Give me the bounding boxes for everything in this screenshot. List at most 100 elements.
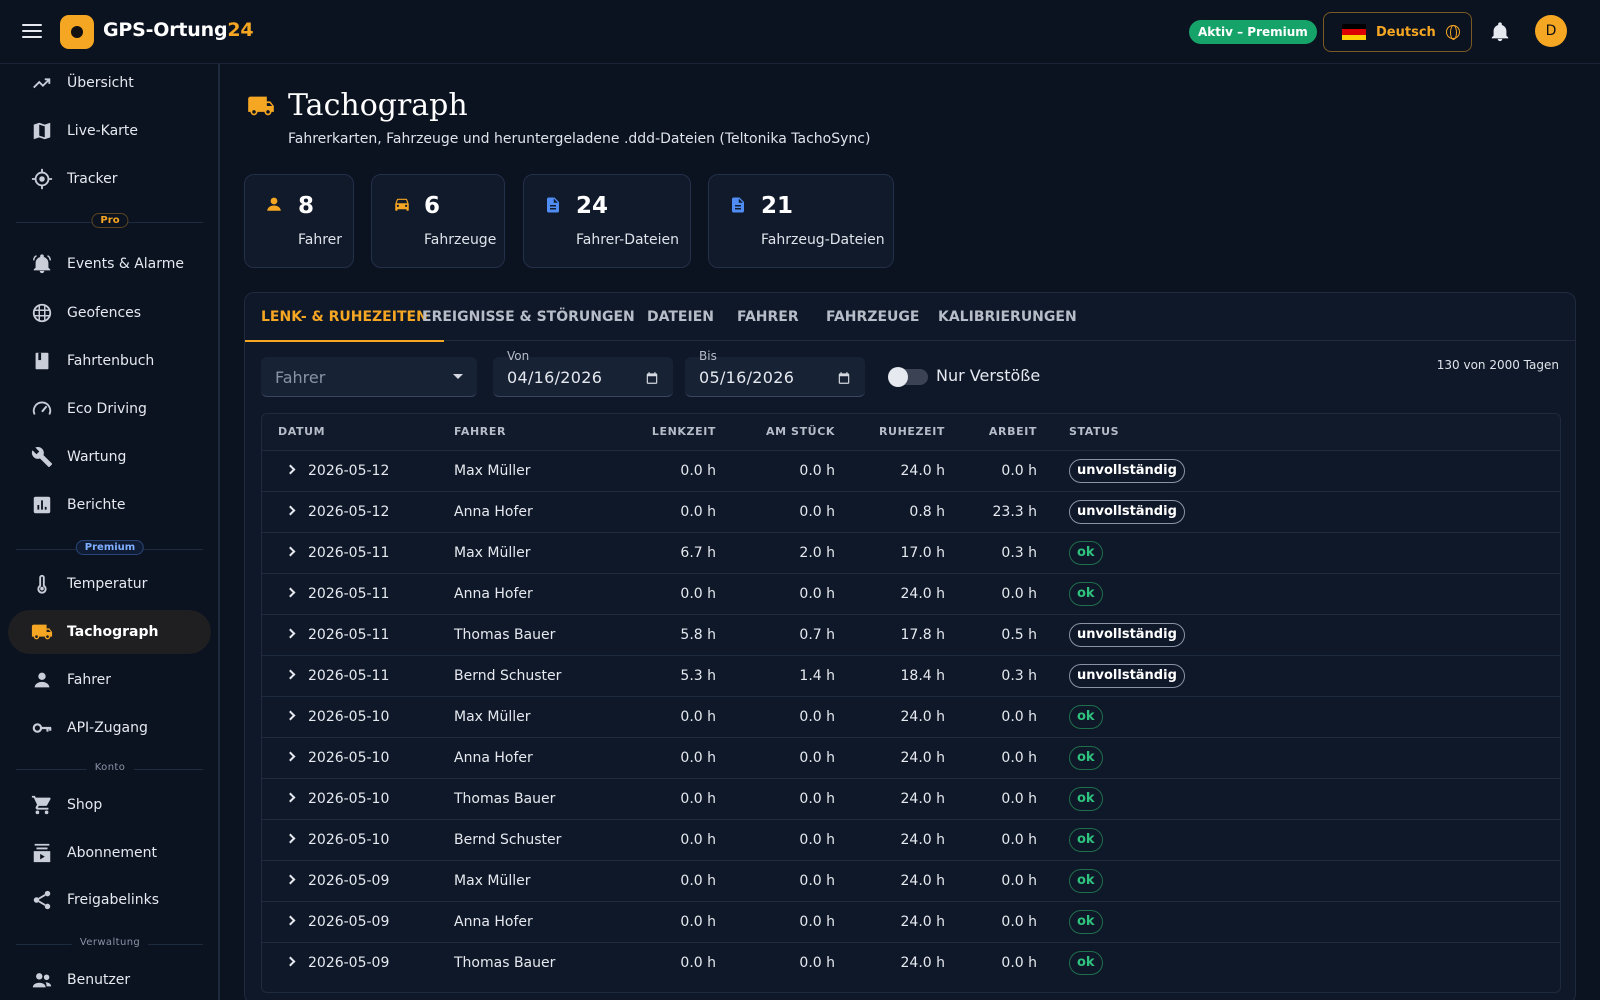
cell-am-stueck: 0.0 h	[716, 859, 835, 901]
stat-card-fahrer-dateien[interactable]: 24 Fahrer-Dateien	[523, 174, 691, 268]
menu-icon[interactable]	[20, 20, 44, 44]
sidebar-item-live-karte[interactable]: Live-Karte	[8, 109, 211, 153]
chevron-right-icon[interactable]	[285, 546, 296, 557]
cell-am-stueck: 0.0 h	[716, 818, 835, 860]
tab-lenk-ruhezeiten[interactable]: LENK- & RUHEZEITEN	[245, 293, 444, 342]
sidebar-item-tracker[interactable]: Tracker	[8, 157, 211, 201]
sidebar-item-fahrtenbuch[interactable]: Fahrtenbuch	[8, 339, 211, 383]
chevron-right-icon[interactable]	[285, 587, 296, 598]
table-row[interactable]: 2026-05-10 Thomas Bauer 0.0 h 0.0 h 24.0 h 0.…	[262, 777, 1560, 819]
stat-value: 6	[424, 193, 441, 219]
truck-icon	[31, 621, 53, 643]
stat-label: Fahrer-Dateien	[576, 232, 680, 248]
german-flag-icon	[1342, 24, 1366, 40]
status-badge: unvollständig	[1069, 458, 1185, 483]
chevron-right-icon[interactable]	[285, 915, 296, 926]
user-avatar[interactable]: D	[1535, 15, 1567, 47]
table-row[interactable]: 2026-05-09 Anna Hofer 0.0 h 0.0 h 24.0 h 0.0 …	[262, 900, 1560, 942]
tab-fahrer[interactable]: FAHRER	[737, 309, 799, 325]
col-arbeit[interactable]: ARBEIT	[945, 414, 1037, 450]
date-text: 2026-05-10	[308, 749, 390, 766]
chevron-right-icon[interactable]	[285, 464, 296, 475]
col-am-stueck[interactable]: AM STÜCK	[716, 414, 835, 450]
chevron-right-icon[interactable]	[285, 792, 296, 803]
chevron-right-icon[interactable]	[285, 874, 296, 885]
sidebar-item-freigabelinks[interactable]: Freigabelinks	[8, 878, 211, 922]
date-to-field[interactable]: Bis 05/16/2026	[685, 349, 865, 397]
chevron-right-icon[interactable]	[285, 751, 296, 762]
sidebar-item-berichte[interactable]: Berichte	[8, 483, 211, 527]
stat-card-fahrzeuge[interactable]: 6 Fahrzeuge	[371, 174, 505, 268]
table-row[interactable]: 2026-05-12 Anna Hofer 0.0 h 0.0 h 0.8 h 23.3 …	[262, 490, 1560, 532]
sidebar-item-shop[interactable]: Shop	[8, 783, 211, 827]
driver-select[interactable]: Fahrer	[261, 357, 477, 397]
sidebar-item-fahrer[interactable]: Fahrer	[8, 658, 211, 702]
toggle-knob	[888, 367, 908, 387]
status-badge: ok	[1069, 745, 1103, 770]
sidebar-item-events[interactable]: Events & Alarme	[8, 242, 211, 286]
bell-icon[interactable]	[1489, 21, 1511, 43]
cell-driver: Thomas Bauer	[454, 613, 624, 655]
language-button[interactable]: Deutsch	[1323, 12, 1472, 52]
cell-date: 2026-05-10	[262, 818, 454, 860]
status-badge: unvollständig	[1069, 663, 1185, 688]
cell-date: 2026-05-09	[262, 900, 454, 942]
table-row[interactable]: 2026-05-11 Thomas Bauer 5.8 h 0.7 h 17.8 h 0.…	[262, 613, 1560, 655]
brand-name[interactable]: GPS-Ortung24	[103, 19, 254, 41]
date-text: 2026-05-11	[308, 544, 390, 561]
tab-dateien[interactable]: DATEIEN	[647, 309, 714, 325]
sidebar-item-abonnement[interactable]: Abonnement	[8, 831, 211, 875]
logo-icon[interactable]	[60, 15, 94, 49]
date-text: 2026-05-11	[308, 585, 390, 602]
col-datum[interactable]: DATUM	[262, 414, 454, 450]
date-from-field[interactable]: Von 04/16/2026	[493, 349, 673, 397]
stat-card-fahrzeug-dateien[interactable]: 21 Fahrzeug-Dateien	[708, 174, 894, 268]
sidebar-item-uebersicht[interactable]: Übersicht	[8, 64, 211, 105]
table-row[interactable]: 2026-05-10 Anna Hofer 0.0 h 0.0 h 24.0 h 0.0 …	[262, 736, 1560, 778]
violations-toggle[interactable]	[888, 367, 928, 387]
chevron-right-icon[interactable]	[285, 956, 296, 967]
table-row[interactable]: 2026-05-10 Max Müller 0.0 h 0.0 h 24.0 h 0.0 …	[262, 695, 1560, 737]
sidebar-item-geofences[interactable]: Geofences	[8, 291, 211, 335]
calendar-icon[interactable]	[837, 371, 851, 385]
cell-status: unvollständig	[1037, 613, 1560, 655]
sidebar-item-eco-driving[interactable]: Eco Driving	[8, 387, 211, 431]
sidebar-item-wartung[interactable]: Wartung	[8, 435, 211, 479]
cell-status: unvollständig	[1037, 490, 1560, 532]
chevron-right-icon[interactable]	[285, 505, 296, 516]
sidebar-item-api-zugang[interactable]: API-Zugang	[8, 706, 211, 750]
table-row[interactable]: 2026-05-10 Bernd Schuster 0.0 h 0.0 h 24.0 h…	[262, 818, 1560, 860]
table-row[interactable]: 2026-05-11 Bernd Schuster 5.3 h 1.4 h 18.4 h…	[262, 654, 1560, 696]
sidebar-item-benutzer[interactable]: Benutzer	[8, 958, 211, 1000]
col-ruhezeit[interactable]: RUHEZEIT	[835, 414, 945, 450]
date-text: 2026-05-12	[308, 503, 390, 520]
calendar-icon[interactable]	[645, 371, 659, 385]
table-row[interactable]: 2026-05-11 Max Müller 6.7 h 2.0 h 17.0 h 0.3 …	[262, 531, 1560, 573]
tab-kalibrierungen[interactable]: KALIBRIERUNGEN	[938, 309, 1077, 325]
table-row[interactable]: 2026-05-09 Thomas Bauer 0.0 h 0.0 h 24.0 h 0.…	[262, 941, 1560, 983]
stat-card-fahrer[interactable]: 8 Fahrer	[244, 174, 354, 268]
col-status[interactable]: STATUS	[1037, 414, 1560, 450]
table-row[interactable]: 2026-05-12 Max Müller 0.0 h 0.0 h 24.0 h 0.0 …	[262, 449, 1560, 491]
col-fahrer[interactable]: FAHRER	[454, 414, 624, 450]
status-badge: ok	[1069, 868, 1103, 893]
sidebar-item-label: Freigabelinks	[67, 892, 160, 908]
section-label-konto: Konto	[86, 762, 134, 773]
col-lenkzeit[interactable]: LENKZEIT	[624, 414, 716, 450]
sidebar-item-tachograph[interactable]: Tachograph	[8, 610, 211, 654]
chevron-right-icon[interactable]	[285, 669, 296, 680]
cell-driver: Anna Hofer	[454, 900, 624, 942]
trending-up-icon	[31, 72, 53, 94]
chevron-right-icon[interactable]	[285, 710, 296, 721]
chevron-right-icon[interactable]	[285, 833, 296, 844]
table-row[interactable]: 2026-05-11 Anna Hofer 0.0 h 0.0 h 24.0 h 0.0 …	[262, 572, 1560, 614]
table-row[interactable]: 2026-05-09 Max Müller 0.0 h 0.0 h 24.0 h 0.0 …	[262, 859, 1560, 901]
date-text: 2026-05-11	[308, 667, 390, 684]
range-info: 130 von 2000 Tagen	[1436, 358, 1559, 372]
tab-fahrzeuge[interactable]: FAHRZEUGE	[826, 309, 920, 325]
cell-driver: Anna Hofer	[454, 736, 624, 778]
tab-ereignisse-stoerungen[interactable]: EREIGNISSE & STÖRUNGEN	[422, 309, 635, 325]
chevron-right-icon[interactable]	[285, 628, 296, 639]
cell-ruhezeit: 24.0 h	[835, 449, 945, 491]
sidebar-item-temperatur[interactable]: Temperatur	[8, 562, 211, 606]
